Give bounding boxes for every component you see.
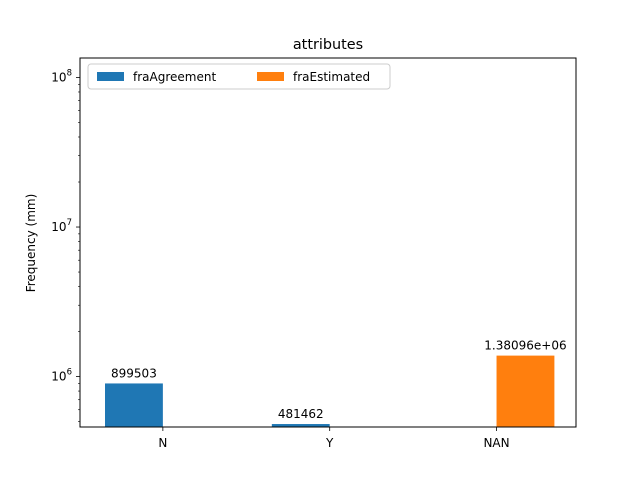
x-tick-label-N: N: [158, 436, 167, 450]
legend-swatch-fraEstimated: [257, 72, 284, 81]
y-tick-label: 106: [51, 368, 72, 384]
y-tick-label: 108: [51, 68, 72, 84]
legend-label-fraEstimated: fraEstimated: [293, 70, 370, 84]
x-tick-label-NAN: NAN: [483, 436, 509, 450]
legend-label-fraAgreement: fraAgreement: [133, 70, 216, 84]
bar-fraEstimated-NAN: [496, 355, 555, 427]
axes-frame: [79, 57, 577, 428]
bar-fraAgreement-Y: [271, 424, 330, 427]
legend: fraAgreement fraEstimated: [87, 63, 391, 90]
legend-swatch-fraAgreement: [97, 72, 124, 81]
data-label-Y: 481462: [278, 407, 324, 421]
data-label-N: 899503: [111, 366, 157, 380]
legend-box: [87, 63, 391, 90]
data-label-NAN: 1.38096e+06: [484, 339, 566, 353]
plot-area: 899503 481462 1.38096e+06 N Y NAN 106 107 108: [51, 68, 566, 450]
x-tick-label-Y: Y: [325, 436, 334, 450]
y-axis-title: Frequency (mm): [24, 194, 38, 293]
bar-fraAgreement-N: [105, 383, 163, 427]
chart-title: attributes: [293, 37, 363, 53]
y-tick-label: 107: [51, 218, 72, 234]
